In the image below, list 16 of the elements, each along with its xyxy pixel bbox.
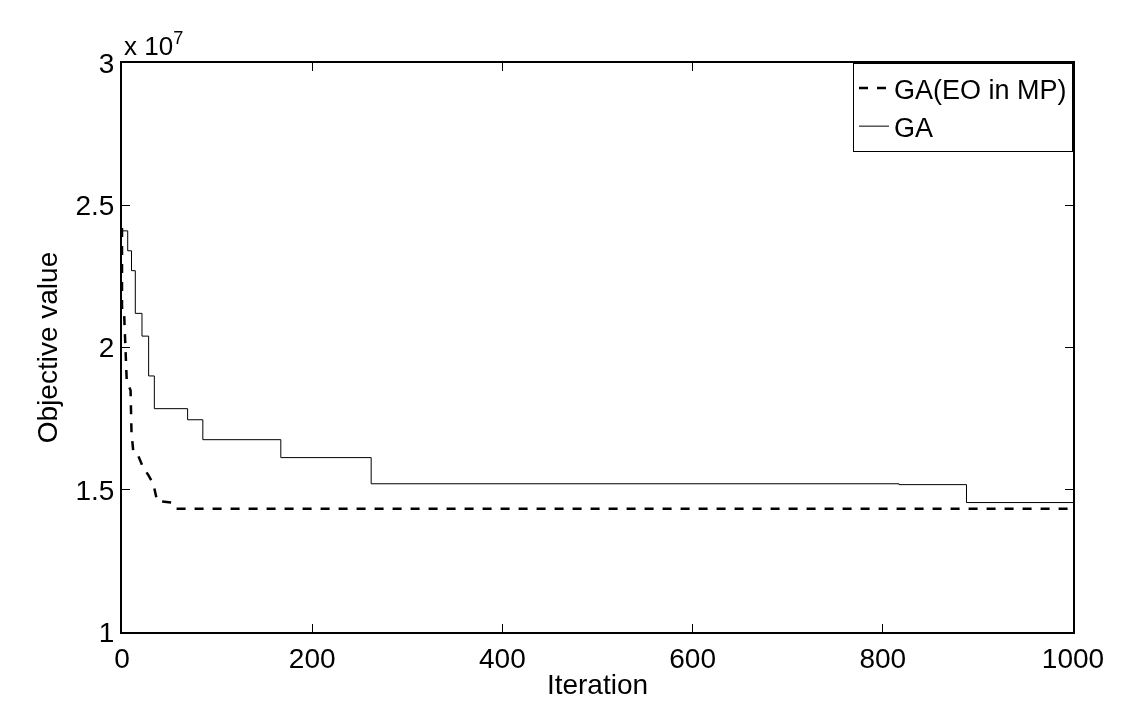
legend-label: GA(EO in MP) (894, 74, 1067, 105)
y-tick-label: 2 (98, 332, 115, 364)
text: x 10$^{7}$ (124, 28, 184, 61)
x-tick-label: 600 (669, 642, 716, 674)
x-tick-label: 0 (114, 642, 130, 674)
x-tick-label: 800 (859, 642, 907, 674)
y-axis-title: Objective value (31, 251, 63, 444)
y-tick-label: 2.5 (75, 190, 115, 222)
x-axis-title: Iteration (546, 669, 649, 701)
x-tick-label: 1000 (1041, 642, 1105, 674)
y-tick-label: 1 (98, 616, 115, 648)
x-tick-label: 400 (479, 642, 526, 674)
legend-label: GA (894, 112, 934, 143)
y-tick-label: 3 (98, 47, 115, 79)
y-tick-label: 1.5 (75, 474, 115, 506)
x-tick-label: 200 (288, 642, 336, 674)
